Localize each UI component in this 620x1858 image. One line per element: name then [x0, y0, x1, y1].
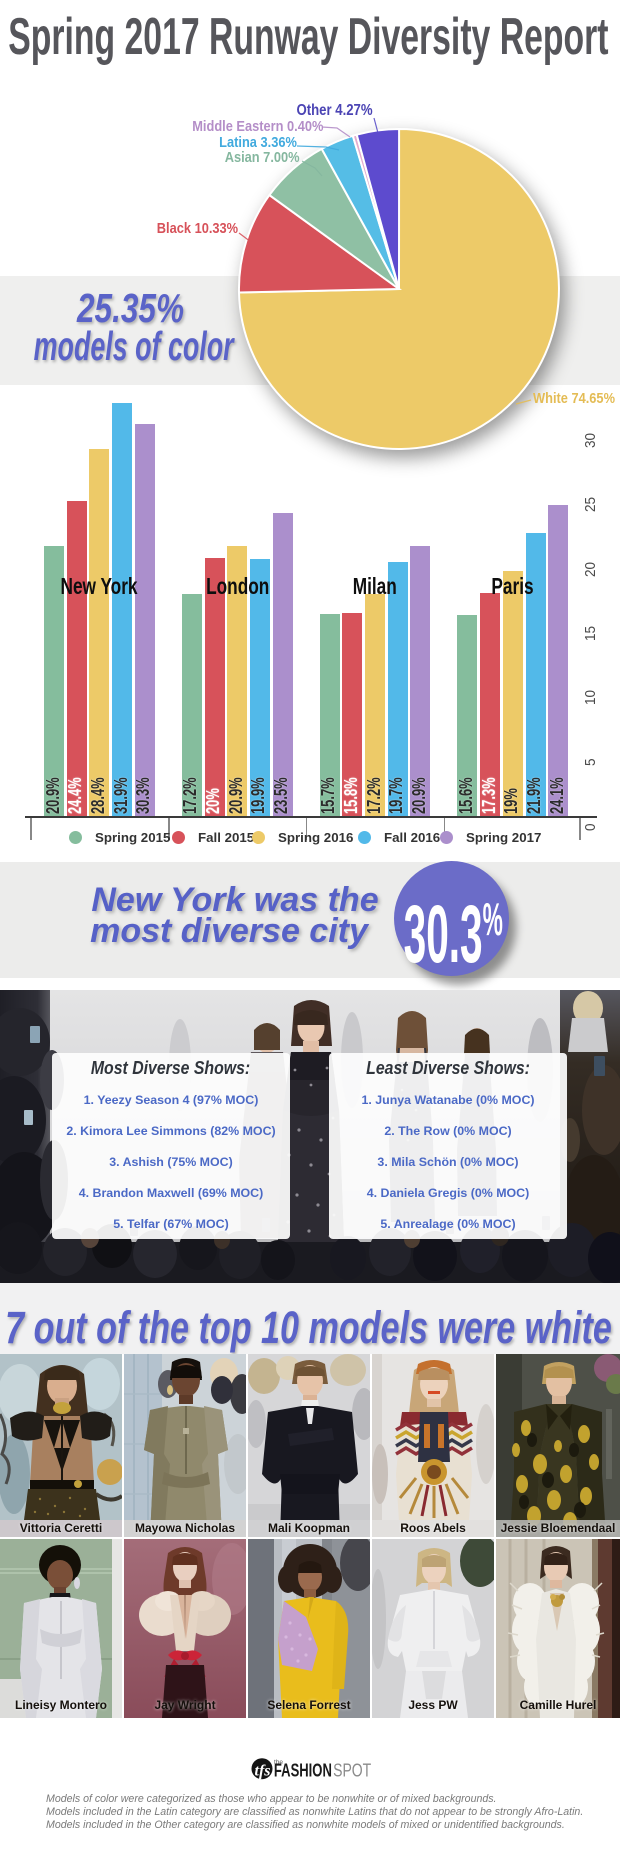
svg-text:SPOT: SPOT	[333, 1761, 371, 1781]
svg-text:FASHION: FASHION	[274, 1762, 332, 1782]
svg-text:the: the	[274, 1759, 283, 1766]
svg-text:tfs: tfs	[255, 1763, 271, 1780]
